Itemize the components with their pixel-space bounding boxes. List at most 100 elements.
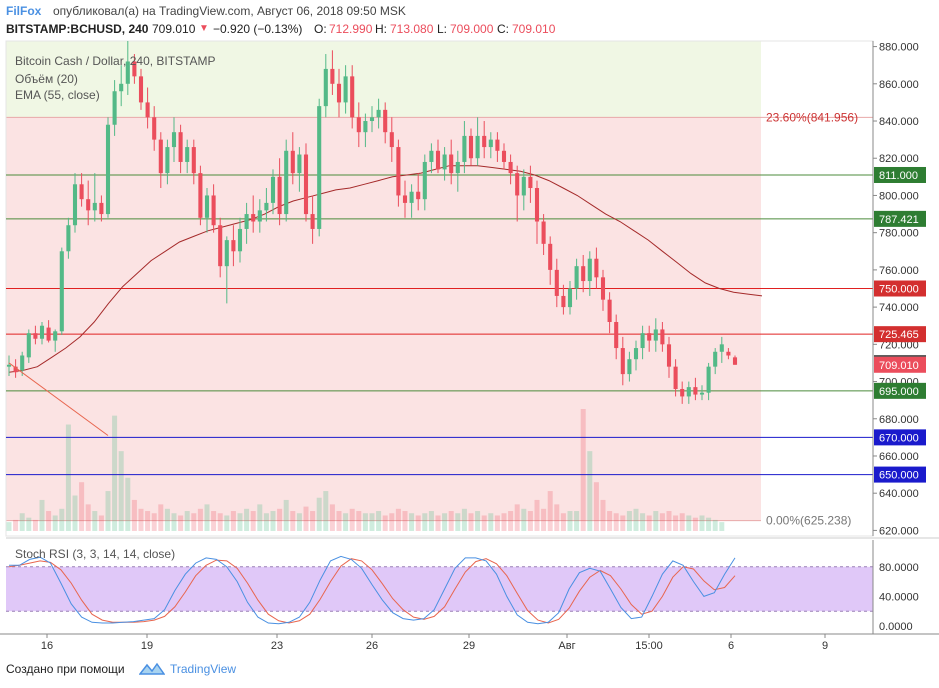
candle-body — [231, 240, 236, 252]
candle-body — [350, 76, 355, 118]
last-price: 709.010 — [152, 22, 196, 36]
level-price-tag — [874, 326, 926, 343]
candle-body — [640, 333, 645, 349]
candle-body — [369, 117, 375, 122]
level-price-tag-label: 670.000 — [879, 432, 919, 444]
volume-bar — [191, 513, 197, 531]
candle-body — [119, 83, 124, 92]
volume-bar — [679, 513, 685, 531]
candle-body — [264, 202, 269, 211]
candle-body — [112, 91, 117, 125]
volume-bar — [32, 519, 38, 531]
candle-body — [653, 329, 658, 341]
volume-bar — [224, 515, 230, 531]
price-chart[interactable]: 23.60%(841.956) 0.00%(625.238) 880.000 860… — [0, 38, 939, 654]
volume-bar — [389, 513, 395, 531]
volume-bar — [151, 513, 157, 531]
candle-body — [237, 228, 243, 252]
price-tick-label: 840.000 — [879, 116, 919, 128]
volume-bar — [673, 515, 679, 531]
candle-body — [79, 184, 84, 200]
volume-bar — [112, 415, 118, 531]
volume-bar — [428, 511, 434, 531]
candle-body — [515, 173, 520, 196]
tradingview-logo-icon[interactable] — [139, 660, 165, 678]
current-price-tag — [874, 356, 926, 373]
candle-body — [495, 139, 500, 151]
volume-bar — [118, 451, 124, 531]
legend-ema: EMA (55, close) — [15, 88, 100, 102]
candle-body — [251, 214, 256, 222]
level-price-tag-label: 725.465 — [879, 329, 919, 341]
candle-body — [284, 150, 289, 215]
volume-bar — [290, 511, 296, 531]
candle-body — [204, 195, 210, 218]
candle-body — [224, 240, 229, 267]
candle-body — [501, 150, 507, 162]
volume-bar — [125, 477, 131, 531]
candle-body — [680, 388, 685, 397]
candle-body — [211, 195, 216, 226]
volume-bar — [263, 513, 269, 531]
candle-body — [600, 277, 606, 300]
candle-body — [198, 173, 203, 218]
volume-bar — [514, 504, 520, 531]
candle-body — [521, 176, 526, 196]
candle-body — [363, 121, 368, 133]
volume-bar — [494, 515, 500, 531]
candle-body — [627, 359, 632, 375]
trend-line[interactable] — [8, 362, 109, 436]
volume-bar — [488, 513, 494, 531]
candle-body — [244, 214, 249, 229]
candle-body — [158, 139, 163, 174]
volume-bar — [574, 511, 580, 531]
candle-body — [323, 68, 328, 107]
candle-body — [528, 176, 533, 189]
volume-bar — [475, 511, 481, 531]
volume-bar — [620, 515, 626, 531]
time-tick-label: 19 — [141, 640, 153, 652]
legend-title: Bitcoin Cash / Dollar, 240, BITSTAMP — [15, 54, 216, 68]
tradingview-brand[interactable]: TradingView — [170, 662, 237, 676]
symbol-label[interactable]: BITSTAMP:BCHUSD, 240 — [6, 22, 149, 36]
price-axis[interactable]: 880.000 860.000 840.000 820.000 800.000 780.0… — [872, 41, 926, 537]
volume-bar — [719, 522, 725, 531]
candle-body — [429, 150, 434, 162]
author-name[interactable]: FilFox — [6, 4, 42, 18]
volume-bar — [92, 511, 98, 531]
price-change: −0.920 (−0.13%) — [213, 22, 303, 36]
volume-bar — [6, 522, 12, 531]
volume-bar — [448, 511, 454, 531]
price-tick-label: 820.000 — [879, 153, 919, 165]
volume-bar — [580, 409, 586, 531]
time-axis[interactable]: 16 19 23 26 29 Авг 15:00 6 9 — [0, 633, 939, 652]
candle-body — [330, 68, 335, 84]
candle-body — [303, 154, 309, 215]
volume-bar — [211, 511, 217, 531]
candle-body — [633, 348, 639, 360]
candle-body — [171, 132, 177, 148]
volume-bar — [626, 511, 632, 531]
volume-bar — [237, 513, 243, 531]
volume-bar — [415, 515, 421, 531]
ema-55-line — [8, 165, 763, 373]
time-tick-label: Авг — [558, 640, 575, 652]
candle-body — [554, 269, 559, 296]
candle-body — [185, 147, 190, 162]
candle-body — [6, 364, 12, 367]
volume-bar — [329, 504, 335, 531]
candle-body — [726, 351, 731, 356]
volume-bar — [686, 515, 692, 531]
candle-body — [666, 344, 672, 367]
fib-band-lower — [6, 117, 761, 521]
volume-bar — [13, 519, 19, 531]
candle-body — [290, 150, 295, 174]
time-tick-label: 26 — [366, 640, 378, 652]
volume-bar — [138, 508, 144, 531]
price-tick-label: 740.000 — [879, 302, 919, 314]
candle-body — [647, 333, 652, 341]
candle-body — [581, 266, 586, 282]
volume-bar — [158, 504, 164, 531]
volume-bar — [105, 491, 111, 531]
volume-bar — [560, 513, 566, 531]
